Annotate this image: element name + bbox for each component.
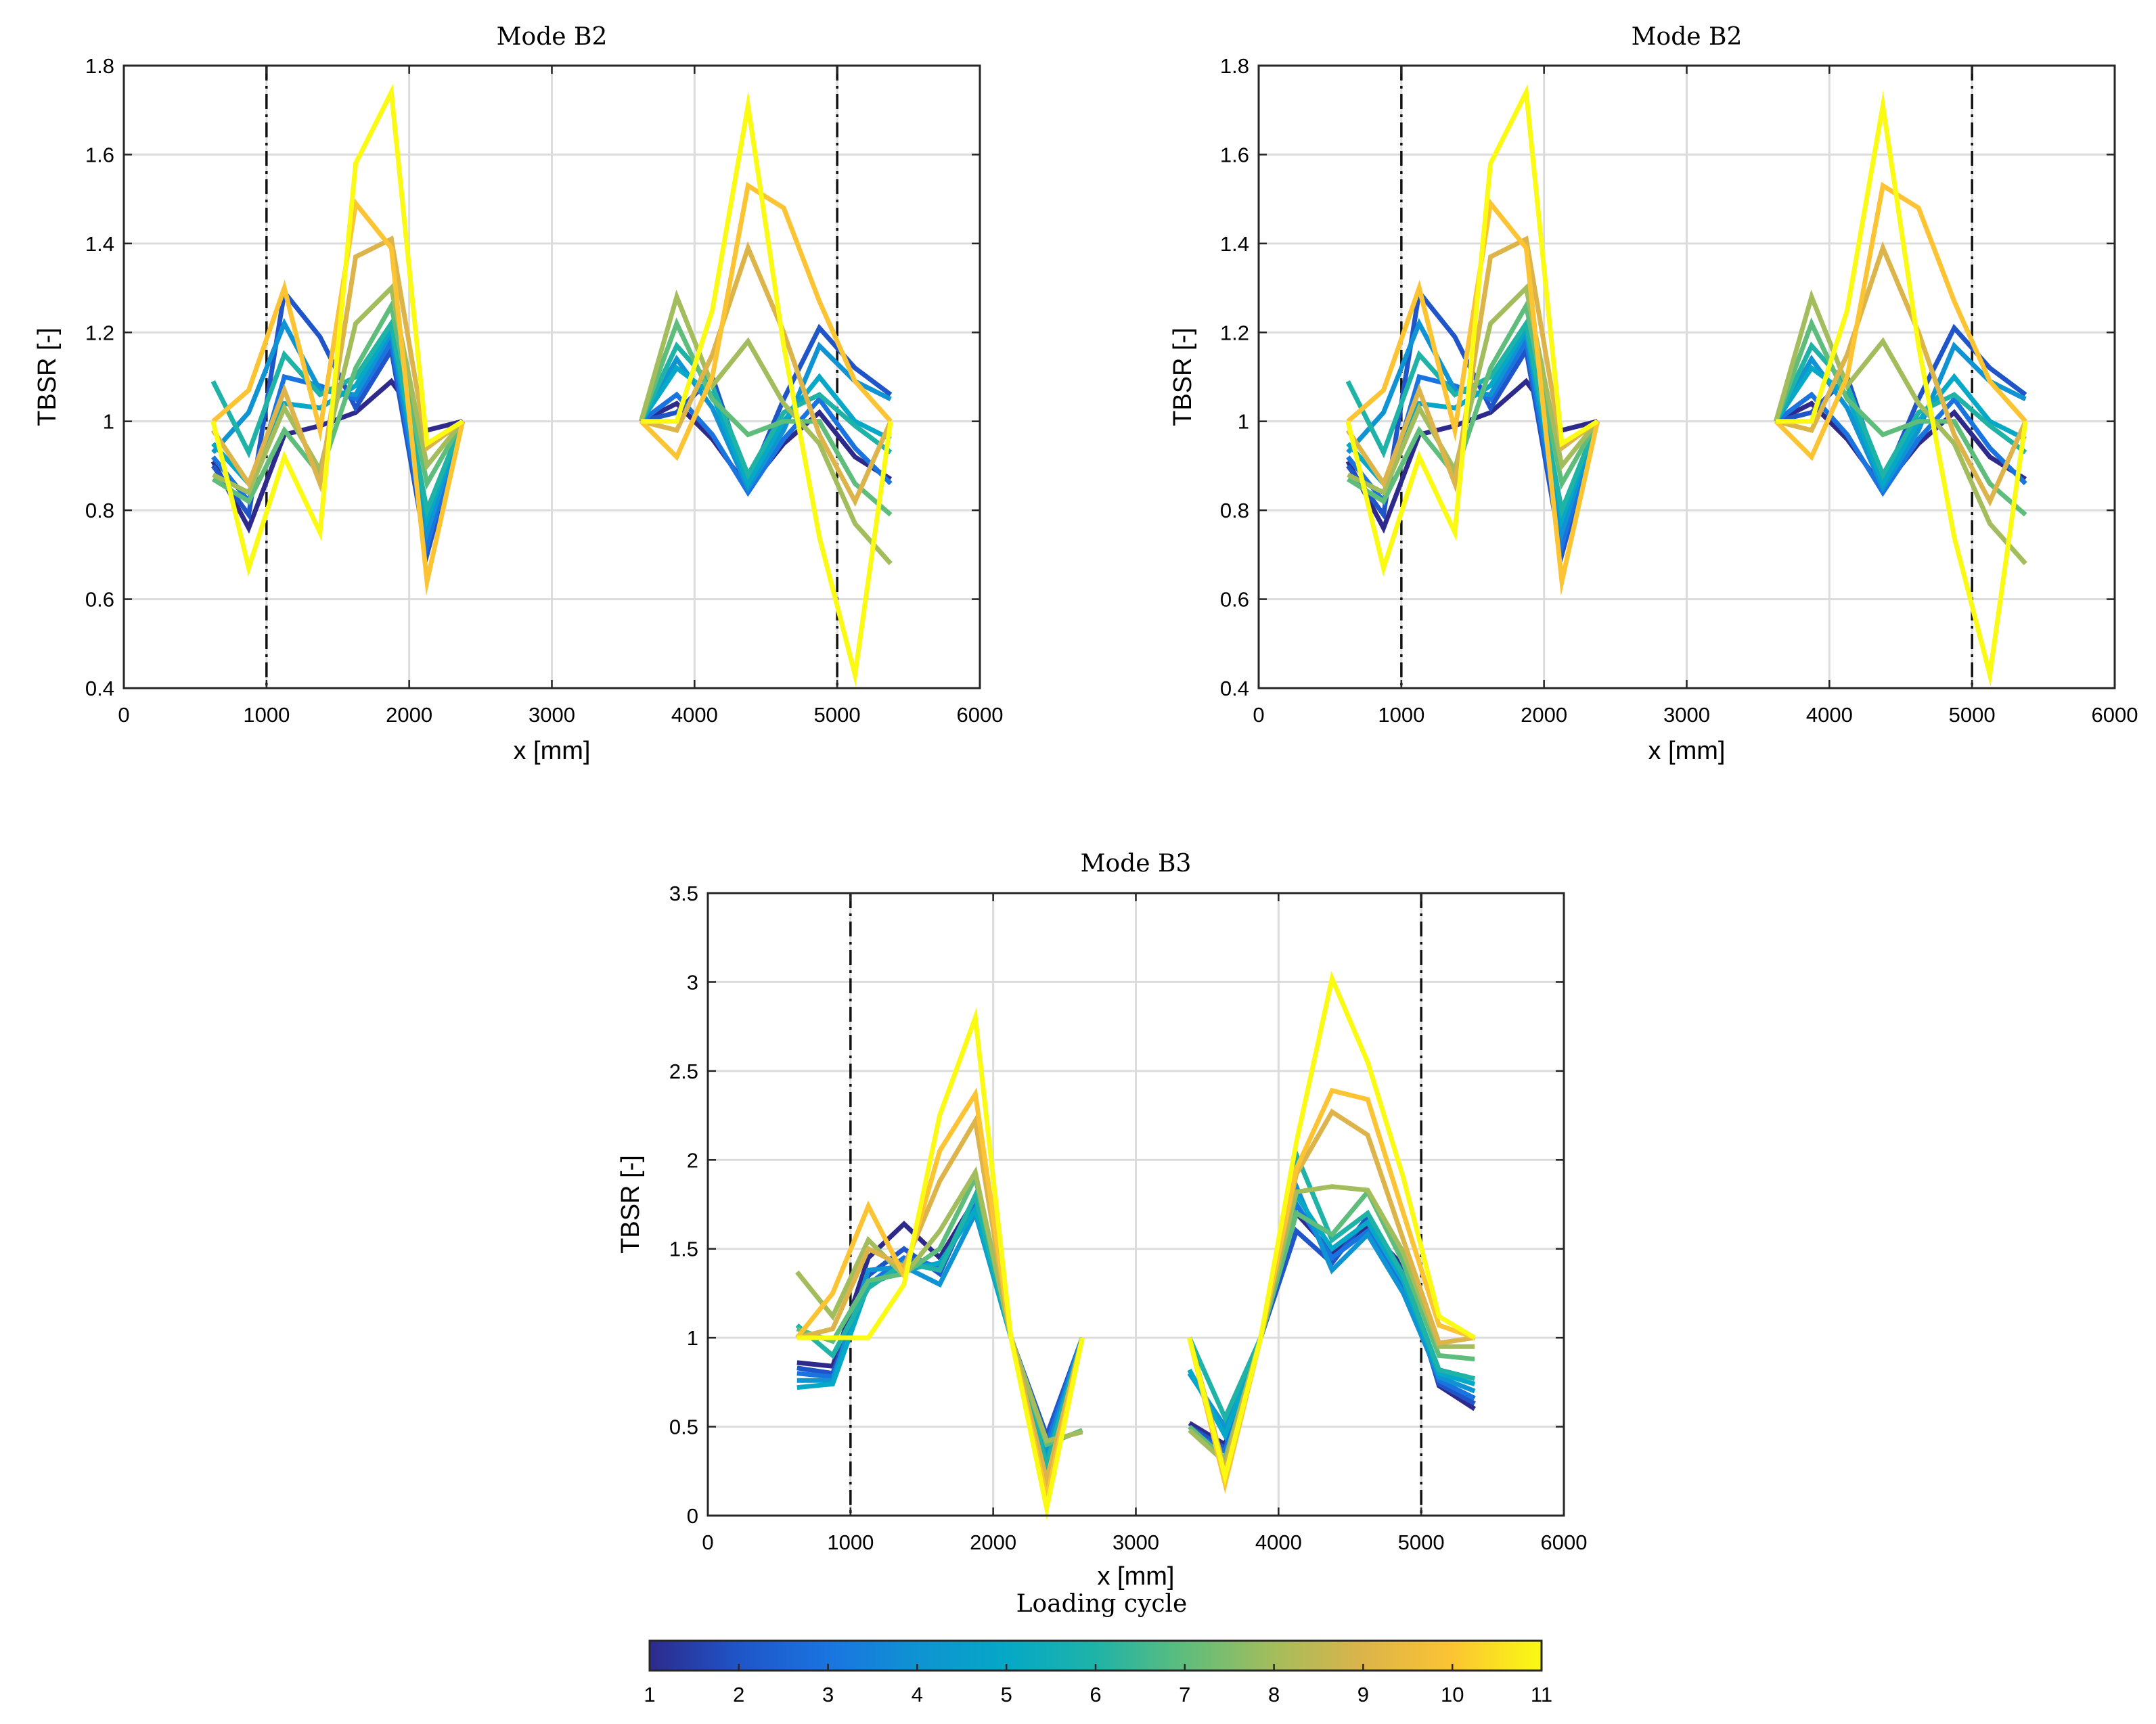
y-axis-label: TBSR [-] [616,1155,645,1254]
y-tick-label: 1 [687,1326,698,1350]
series-line [796,970,1476,1520]
x-tick-label: 1000 [827,1530,874,1554]
ticks: 0 1000 2000 3000 4000 5000 6000 0.4 0.6 0.8 1 1.2 1.… [85,54,1004,727]
x-tick-label: 6000 [957,703,1004,727]
series-line [1346,181,2027,596]
y-tick-label: 0.4 [1220,677,1249,700]
x-tick-label: 4000 [1255,1530,1302,1554]
y-tick-label: 1.6 [85,143,114,166]
y-tick-label: 0 [687,1504,698,1528]
y-tick-label: 1 [103,410,114,434]
x-tick-label: 2000 [970,1530,1016,1554]
series-group [1345,84,2028,687]
x-tick-label: 3000 [529,703,575,727]
reference-lines [849,893,1422,1516]
x-axis-label: x [mm] [514,737,591,765]
y-tick-label: 0.6 [1220,588,1249,612]
series-line [211,299,893,517]
chart-title: Mode B2 [497,23,608,51]
reference-lines [1400,66,1973,688]
chart-panel-top-left: 0 1000 2000 3000 4000 5000 6000 0.4 0.6 0.8 1 1.2 1.… [33,23,1003,765]
series-line [211,181,893,596]
colorbar-tick-label: 1 [644,1683,655,1706]
colorbar-tick-label: 2 [733,1683,744,1706]
y-tick-label: 1.2 [85,321,114,344]
x-tick-label: 1000 [1378,703,1424,727]
y-tick-label: 2.5 [669,1060,698,1083]
x-tick-label: 4000 [671,703,718,727]
x-tick-label: 6000 [2092,703,2138,727]
y-tick-label: 1.6 [1220,143,1249,166]
y-tick-label: 0.4 [85,677,114,700]
colorbar-tick-label: 7 [1179,1683,1190,1706]
colorbar-tick-label: 9 [1357,1683,1369,1706]
y-tick-label: 0.8 [1220,499,1249,522]
y-tick-label: 1.5 [669,1238,698,1261]
x-tick-label: 4000 [1806,703,1853,727]
x-tick-label: 0 [702,1530,713,1554]
colorbar-tick-label: 6 [1090,1683,1101,1706]
y-tick-label: 3.5 [669,882,698,905]
series-line [1345,84,2028,687]
chart-title: Mode B3 [1081,850,1192,878]
series-line [210,317,893,519]
chart-panel-bottom: 0 1000 2000 3000 4000 5000 6000 0 0.5 1 1.5 2 2.5 3 3.… [616,850,1587,1591]
y-tick-label: 0.5 [669,1415,698,1439]
series-group [210,84,893,687]
colorbar-tick-label: 8 [1268,1683,1280,1706]
colorbar-tick-label: 5 [1001,1683,1012,1706]
ticks: 0 1000 2000 3000 4000 5000 6000 0.4 0.6 0.8 1 1.2 1.… [1220,54,2138,727]
y-axis-label: TBSR [-] [1169,327,1197,426]
colorbar-tick-label: 4 [912,1683,923,1706]
x-tick-label: 0 [118,703,129,727]
x-tick-label: 2000 [1521,703,1567,727]
y-tick-label: 0.6 [85,588,114,612]
x-tick-label: 1000 [243,703,290,727]
series-line [1346,299,2027,517]
y-tick-label: 1.4 [85,232,114,256]
y-tick-label: 1.8 [1220,54,1249,78]
colorbar: Loading cycle 1 2 3 4 5 6 7 8 9 10 11 [644,1590,1552,1706]
x-tick-label: 6000 [1541,1530,1588,1554]
ticks: 0 1000 2000 3000 4000 5000 6000 0 0.5 1 1.5 2 2.5 3 3.… [669,882,1588,1554]
x-tick-label: 5000 [1398,1530,1445,1554]
x-axis-label: x [mm] [1098,1562,1175,1591]
series-line [210,84,893,687]
series-line [1347,283,2027,566]
x-tick-label: 5000 [814,703,861,727]
colorbar-ticks: 1 2 3 4 5 6 7 8 9 10 11 [644,1664,1552,1706]
x-axis-label: x [mm] [1648,737,1726,765]
chart-title: Mode B2 [1632,23,1743,51]
x-tick-label: 2000 [386,703,432,727]
x-tick-label: 3000 [1113,1530,1159,1554]
y-tick-label: 0.8 [85,499,114,522]
y-tick-label: 3 [687,970,698,994]
series-line [212,283,893,566]
y-tick-label: 1 [1238,410,1249,434]
x-tick-label: 3000 [1663,703,1710,727]
colorbar-tick-label: 11 [1531,1683,1552,1706]
series-line [1345,317,2027,519]
y-axis-label: TBSR [-] [33,327,62,426]
reference-lines [265,66,838,688]
series-group [795,970,1477,1520]
colorbar-label: Loading cycle [1016,1590,1188,1618]
y-tick-label: 1.2 [1220,321,1249,344]
chart-panel-top-right: 0 1000 2000 3000 4000 5000 6000 0.4 0.6 0.8 1 1.2 1.… [1169,23,2138,765]
colorbar-tick-label: 3 [822,1683,834,1706]
x-tick-label: 0 [1253,703,1264,727]
y-tick-label: 1.4 [1220,232,1249,256]
x-tick-label: 5000 [1949,703,1996,727]
y-tick-label: 1.8 [85,54,114,78]
colorbar-tick-label: 10 [1441,1683,1464,1706]
y-tick-label: 2 [687,1148,698,1172]
